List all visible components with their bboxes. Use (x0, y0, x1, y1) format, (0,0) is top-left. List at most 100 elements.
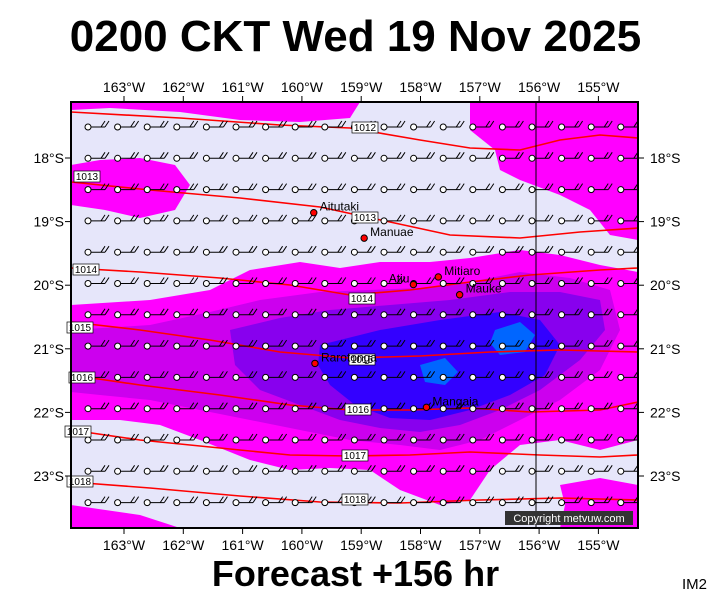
wind-barb (498, 120, 524, 131)
wind-barb (617, 339, 638, 350)
latitude-label: 18°S (33, 150, 64, 166)
svg-text:1016: 1016 (347, 405, 370, 416)
wind-barb (84, 183, 110, 194)
wind-barb (380, 245, 406, 256)
wind-barb (262, 339, 288, 350)
wind-barb (350, 245, 376, 256)
longitude-label: 156°W (518, 79, 561, 95)
wind-barb (232, 339, 258, 350)
wind-barb (84, 277, 110, 287)
wind-barb (380, 465, 406, 475)
wind-barb (321, 339, 347, 350)
wind-barb (469, 245, 495, 256)
wind-barb (143, 496, 169, 507)
wind-barb (410, 152, 436, 162)
wind-barb (114, 120, 140, 131)
wind-barb (380, 339, 406, 350)
wind-barb (291, 496, 317, 507)
wind-barb (321, 402, 347, 413)
wind-barb (114, 433, 140, 444)
svg-text:Mangaia: Mangaia (432, 394, 478, 408)
svg-text:1013: 1013 (354, 213, 377, 224)
wind-barb (262, 371, 288, 381)
wind-barb (637, 527, 638, 528)
longitude-axis-top: 163°W 162°W 161°W 160°W 159°W 158°W 157°W 156°W… (103, 79, 620, 95)
wind-barb (262, 120, 288, 131)
wind-barb (558, 496, 584, 507)
wind-barb (380, 277, 406, 287)
wind-barb (469, 465, 495, 475)
wind-barb (173, 496, 199, 507)
wind-barb (262, 183, 288, 194)
wind-barb (114, 214, 140, 225)
wind-barb (202, 183, 228, 194)
wind-barb (173, 245, 199, 256)
wind-barb (291, 402, 317, 413)
wind-barb (469, 402, 495, 413)
wind-barb (469, 214, 495, 225)
wind-barb (469, 433, 495, 444)
longitude-label: 155°W (577, 537, 620, 553)
wind-barb (262, 402, 288, 413)
wind-barb (410, 496, 436, 507)
isobar-label: 1016 (344, 403, 372, 416)
wind-barb (439, 277, 465, 287)
wind-barb (528, 120, 554, 131)
latitude-label: 21°S (33, 341, 64, 357)
wind-barb (114, 465, 140, 475)
wind-barb (291, 245, 317, 256)
wind-barb (587, 496, 613, 507)
wind-barb (469, 183, 495, 194)
rain-area (71, 102, 360, 122)
svg-text:Mitiaro: Mitiaro (444, 264, 480, 278)
wind-barb (587, 214, 613, 225)
wind-barb (114, 277, 140, 287)
wind-barb (558, 339, 584, 350)
wind-barb (587, 339, 613, 350)
wind-barb (587, 183, 613, 194)
latitude-label: 21°S (650, 341, 681, 357)
wind-barb (469, 277, 495, 287)
wind-barb (232, 402, 258, 413)
wind-barb (262, 152, 288, 162)
wind-barb (291, 120, 317, 131)
wind-barb (232, 245, 258, 256)
image-code: IM2 (681, 576, 707, 593)
wind-barb (193, 527, 198, 528)
wind-barb (104, 527, 110, 528)
wind-barb (350, 308, 376, 319)
isobar-label: 1016 (68, 371, 96, 384)
wind-barb (410, 308, 436, 319)
longitude-label: 161°W (222, 79, 265, 95)
wind-barb (173, 339, 199, 350)
wind-barb (400, 527, 406, 528)
wind-barb (429, 527, 435, 528)
wind-barb (439, 183, 465, 194)
wind-barb (262, 433, 288, 444)
wind-barb (350, 339, 376, 350)
wind-barb (558, 214, 584, 225)
wind-barb (202, 339, 228, 350)
wind-barb (143, 152, 169, 162)
wind-barb (202, 245, 228, 256)
wind-barb (291, 152, 317, 162)
wind-barb-layer (84, 120, 638, 528)
wind-barb (528, 308, 554, 319)
wind-barb (202, 214, 228, 225)
wind-barb (114, 152, 140, 162)
wind-barb (410, 339, 436, 350)
wind-barb (321, 308, 347, 319)
wind-barb (202, 371, 228, 381)
wind-barb (350, 183, 376, 194)
isobar-label: 1014 (72, 263, 100, 276)
wind-barb (439, 214, 465, 225)
wind-barb (202, 465, 228, 475)
wind-barb (262, 245, 288, 256)
wind-barb (498, 308, 524, 319)
longitude-label: 159°W (340, 537, 383, 553)
svg-text:Mauke: Mauke (466, 282, 502, 296)
wind-barb (587, 277, 613, 287)
wind-barb (262, 277, 288, 287)
wind-barb (262, 496, 288, 507)
wind-barb (321, 120, 347, 131)
